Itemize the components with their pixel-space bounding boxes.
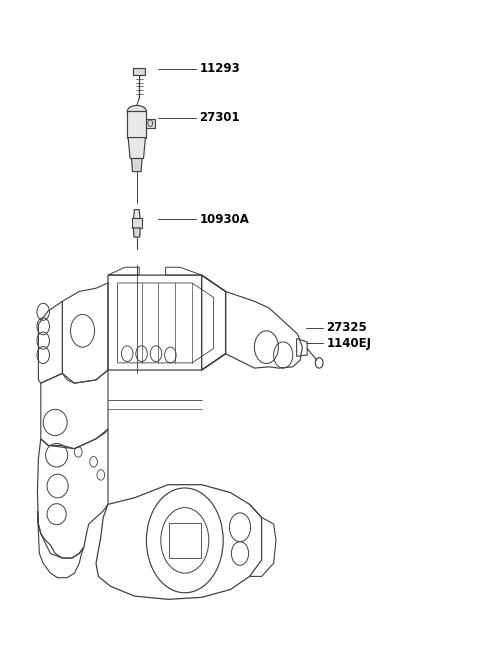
Bar bbox=[133, 68, 145, 75]
Bar bbox=[146, 119, 155, 128]
Text: 1140EJ: 1140EJ bbox=[326, 337, 372, 350]
Bar bbox=[127, 111, 146, 138]
Polygon shape bbox=[133, 210, 140, 219]
Polygon shape bbox=[128, 138, 145, 159]
Text: 11293: 11293 bbox=[199, 62, 240, 75]
Text: 27325: 27325 bbox=[326, 321, 367, 334]
Text: 10930A: 10930A bbox=[199, 213, 249, 226]
Polygon shape bbox=[133, 228, 140, 237]
Ellipse shape bbox=[127, 105, 146, 117]
Bar bbox=[132, 218, 142, 228]
Polygon shape bbox=[132, 159, 142, 172]
Text: 27301: 27301 bbox=[199, 111, 240, 124]
